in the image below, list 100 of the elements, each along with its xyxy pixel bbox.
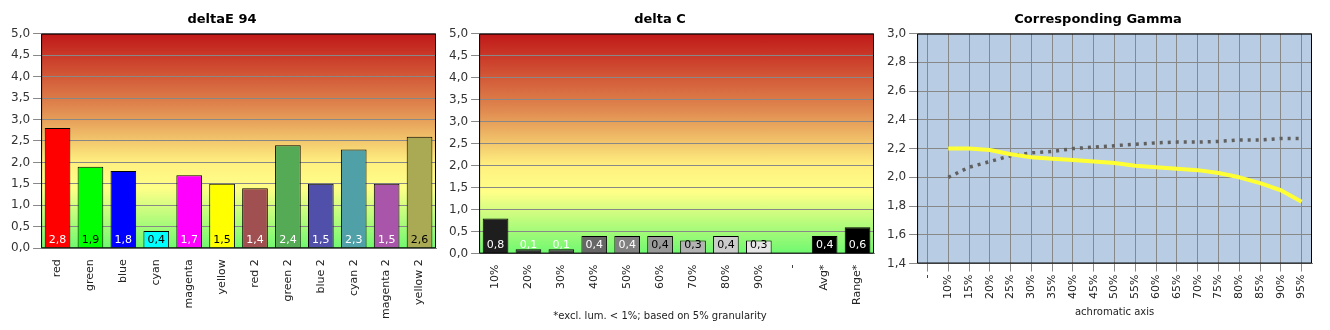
y-tick-label: 2,2 bbox=[886, 140, 907, 155]
x-tick-label: 80% bbox=[718, 264, 732, 290]
data-label: 1,5 bbox=[213, 233, 231, 247]
x-tick-label: green bbox=[83, 259, 97, 292]
data-label: 0,4 bbox=[147, 233, 166, 247]
y-tick-label: 0,5 bbox=[448, 223, 469, 238]
y-tick-label: 2,5 bbox=[10, 133, 31, 148]
data-label: 2,4 bbox=[279, 233, 297, 247]
data-label: 1,7 bbox=[180, 233, 198, 247]
x-tick-label: 60% bbox=[1148, 274, 1162, 299]
data-label: 2,6 bbox=[410, 233, 429, 247]
y-tick-label: 1,0 bbox=[448, 201, 469, 216]
x-tick-label: magenta bbox=[182, 259, 196, 309]
x-tick-label: 15% bbox=[961, 274, 975, 299]
y-tick-label: 1,4 bbox=[886, 255, 907, 270]
data-label: 0,1 bbox=[552, 238, 571, 252]
x-tick-label: 35% bbox=[1045, 274, 1059, 299]
x-axis-title: achromatic axis bbox=[1074, 305, 1155, 317]
data-label: 2,3 bbox=[344, 233, 363, 247]
x-tick-label: 55% bbox=[1128, 274, 1142, 299]
x-tick-label: 60% bbox=[652, 264, 666, 290]
chart-title: deltaE 94 bbox=[187, 11, 257, 27]
y-tick-label: 4,5 bbox=[448, 47, 469, 62]
x-tick-label: green 2 bbox=[280, 259, 294, 302]
x-tick-label: 85% bbox=[1252, 274, 1266, 299]
x-tick-label: 10% bbox=[941, 274, 955, 299]
data-label: 1,9 bbox=[81, 233, 100, 247]
y-tick-label: 4,5 bbox=[10, 47, 31, 62]
x-tick-label: 90% bbox=[751, 264, 765, 290]
y-tick-label: 1,6 bbox=[886, 226, 907, 241]
data-label: 1,5 bbox=[377, 233, 396, 247]
y-tick-label: 3,0 bbox=[448, 113, 469, 128]
y-tick-label: 2,4 bbox=[886, 111, 907, 126]
x-tick-label: - bbox=[784, 264, 798, 269]
data-label: 0,8 bbox=[486, 238, 505, 252]
x-tick-label: Avg* bbox=[817, 264, 831, 291]
x-tick-label: magenta 2 bbox=[379, 259, 393, 320]
x-tick-label: 70% bbox=[685, 264, 699, 290]
y-tick-label: 3,5 bbox=[448, 91, 469, 106]
x-tick-label: 50% bbox=[1107, 274, 1121, 299]
x-tick-label: cyan 2 bbox=[346, 259, 360, 297]
x-tick-label: cyan bbox=[149, 259, 163, 286]
data-label: 0,4 bbox=[815, 238, 834, 252]
x-tick-label: 30% bbox=[1024, 274, 1038, 299]
x-tick-label: 75% bbox=[1211, 274, 1225, 299]
data-label: 0,3 bbox=[684, 238, 702, 252]
y-tick-label: 2,5 bbox=[448, 135, 469, 150]
y-tick-label: 5,0 bbox=[10, 25, 31, 40]
y-tick-label: 2,0 bbox=[886, 169, 907, 184]
x-tick-label: 25% bbox=[1003, 274, 1017, 299]
data-label: 1,4 bbox=[246, 233, 264, 247]
x-tick-label: blue bbox=[116, 259, 130, 284]
x-tick-label: 45% bbox=[1086, 274, 1100, 299]
data-label: 0,3 bbox=[750, 238, 768, 252]
x-tick-label: 95% bbox=[1294, 274, 1308, 299]
y-tick-label: 3,5 bbox=[10, 90, 31, 105]
y-tick-label: 1,8 bbox=[886, 198, 907, 213]
x-tick-label: 30% bbox=[554, 264, 568, 290]
y-tick-label: 1,0 bbox=[10, 197, 31, 212]
y-tick-label: 4,0 bbox=[448, 69, 469, 84]
x-tick-label: 40% bbox=[587, 264, 601, 290]
x-tick-label: yellow bbox=[214, 259, 228, 295]
y-tick-label: 2,8 bbox=[886, 54, 907, 69]
data-label: 0,6 bbox=[848, 238, 867, 252]
x-tick-label: - bbox=[920, 274, 934, 279]
data-label: 0,4 bbox=[585, 238, 604, 252]
x-tick-label: 90% bbox=[1273, 274, 1287, 299]
x-tick-label: 65% bbox=[1169, 274, 1183, 299]
x-tick-label: yellow 2 bbox=[412, 259, 426, 305]
text: *excl. lum. < 1%; based on 5% granularity bbox=[553, 309, 767, 321]
y-tick-label: 1,5 bbox=[10, 176, 31, 190]
data-label: 0,4 bbox=[717, 238, 735, 252]
x-tick-label: 80% bbox=[1232, 274, 1246, 299]
y-tick-label: 3,0 bbox=[886, 25, 907, 40]
x-tick-label: red 2 bbox=[247, 259, 261, 288]
y-tick-label: 4,0 bbox=[10, 68, 31, 83]
x-tick-label: 20% bbox=[982, 274, 996, 299]
data-label: 0,4 bbox=[651, 238, 669, 252]
chart-title: Corresponding Gamma bbox=[1014, 11, 1182, 27]
y-tick-label: 0,0 bbox=[10, 240, 31, 255]
data-label: 0,1 bbox=[519, 238, 538, 252]
y-tick-label: 2,6 bbox=[886, 83, 907, 98]
y-tick-label: 5,0 bbox=[448, 25, 469, 40]
y-tick-label: 1,5 bbox=[448, 179, 469, 194]
x-tick-label: blue 2 bbox=[313, 259, 327, 294]
y-tick-label: 2,0 bbox=[10, 154, 31, 169]
x-tick-label: Range* bbox=[850, 264, 864, 306]
y-tick-label: 3,0 bbox=[10, 111, 31, 126]
chart-title: delta C bbox=[634, 11, 686, 27]
x-tick-label: 10% bbox=[488, 264, 502, 290]
data-label: 1,5 bbox=[312, 233, 330, 247]
x-tick-label: 50% bbox=[620, 264, 634, 290]
x-tick-label: 20% bbox=[521, 264, 535, 290]
x-tick-label: red bbox=[50, 259, 64, 278]
y-tick-label: 0,0 bbox=[448, 245, 469, 260]
x-tick-label: 70% bbox=[1190, 274, 1204, 299]
data-label: 1,8 bbox=[114, 233, 133, 247]
data-label: 0,4 bbox=[618, 238, 636, 252]
x-tick-label: 40% bbox=[1065, 274, 1079, 299]
data-label: 2,8 bbox=[48, 233, 67, 247]
